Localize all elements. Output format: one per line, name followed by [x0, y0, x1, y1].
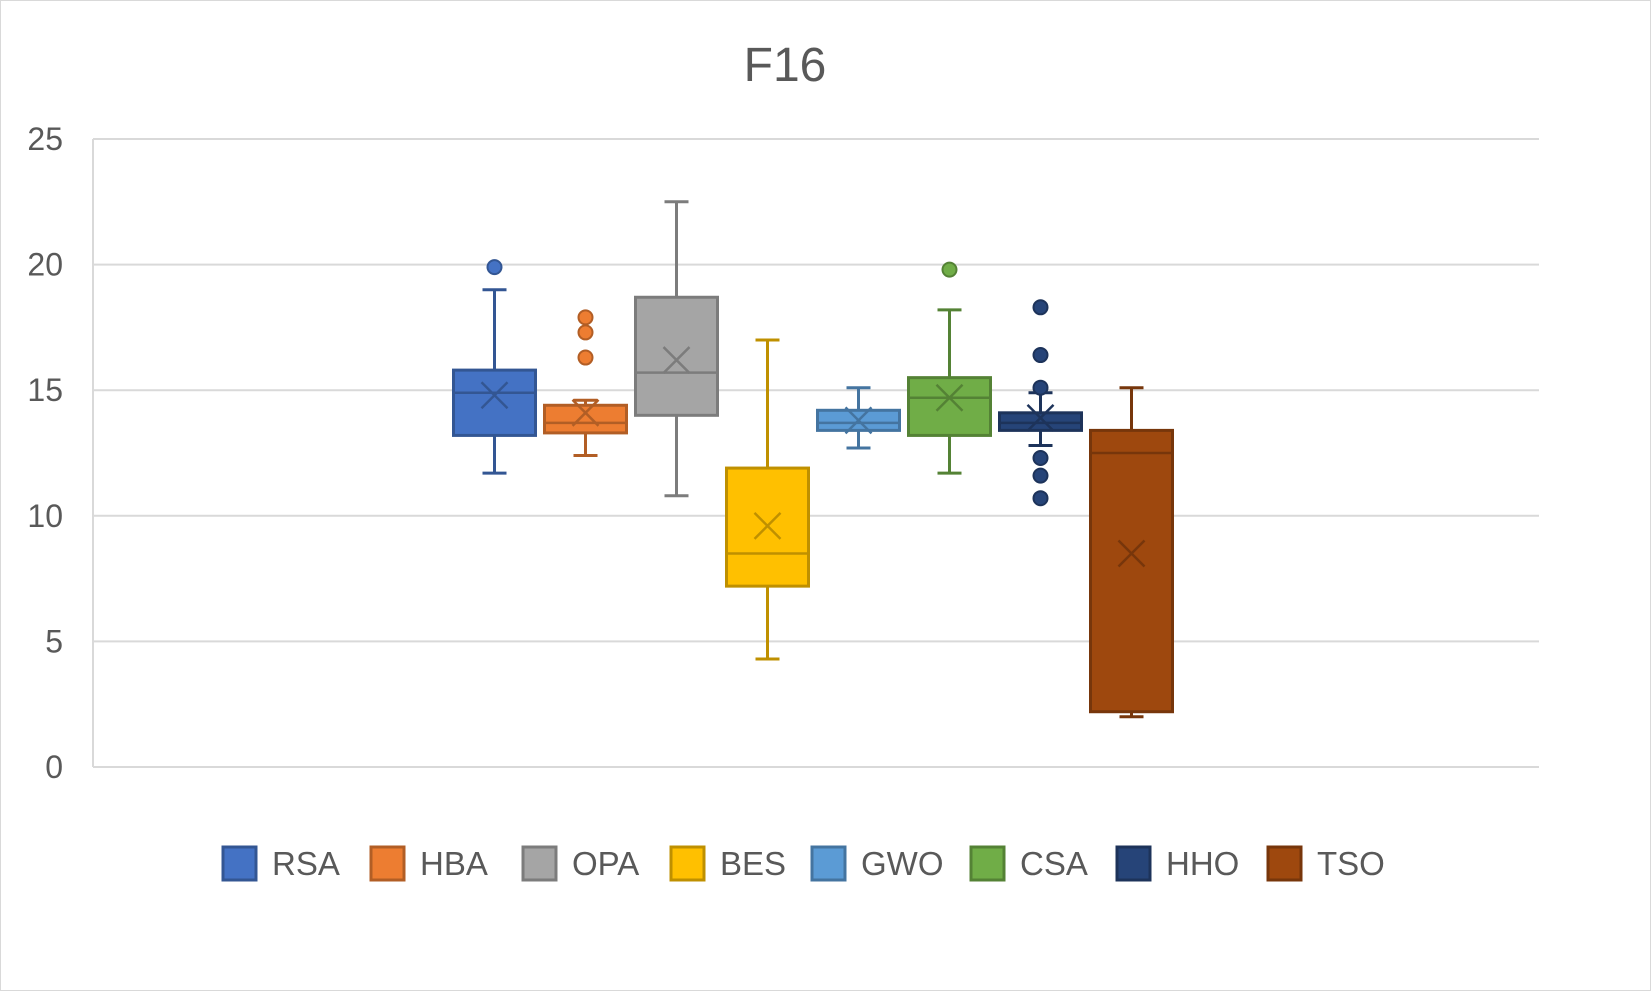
outlier-point [1032, 450, 1049, 467]
outlier-point [577, 324, 594, 341]
box-iqr [998, 411, 1083, 432]
outlier-point [1032, 379, 1049, 396]
y-tick-label: 25 [27, 121, 63, 157]
outlier-point [486, 259, 503, 276]
legend-swatch [221, 845, 258, 882]
legend-label: OPA [572, 845, 639, 882]
legend-item-hba: HBA [369, 845, 488, 882]
legend-label: CSA [1020, 845, 1088, 882]
legend-label: TSO [1317, 845, 1385, 882]
legend-item-opa: OPA [521, 845, 639, 882]
legend-label: HBA [420, 845, 488, 882]
legend-item-hho: HHO [1115, 845, 1239, 882]
box-opa [634, 200, 719, 498]
legend-swatch [1266, 845, 1303, 882]
legend-item-rsa: RSA [221, 845, 340, 882]
box-iqr [452, 368, 537, 437]
legend-label: RSA [272, 845, 340, 882]
mean-marker [753, 511, 782, 540]
box-tso [1089, 386, 1174, 719]
gridlines [92, 138, 1539, 768]
mean-marker [844, 406, 873, 435]
box-gwo [816, 386, 901, 450]
y-tick-label: 10 [27, 498, 63, 534]
box-iqr [1089, 428, 1174, 714]
mean-marker [571, 398, 600, 427]
box-hho [998, 299, 1083, 507]
mean-marker [1117, 539, 1146, 568]
box-rsa [452, 259, 537, 475]
outlier-point [1032, 299, 1049, 316]
y-tick-label: 0 [45, 749, 63, 785]
legend-label: BES [720, 845, 786, 882]
box-iqr [907, 376, 992, 437]
outlier-point [1032, 467, 1049, 484]
box-hba [543, 309, 628, 458]
y-axis-ticks: 0 5 10 15 20 25 [27, 121, 63, 785]
legend-item-csa: CSA [969, 845, 1088, 882]
legend-label: HHO [1166, 845, 1239, 882]
box-bes [725, 338, 810, 661]
box-series [452, 200, 1174, 719]
mean-marker [935, 383, 964, 412]
box-csa [907, 261, 992, 475]
outlier-point [1032, 347, 1049, 364]
legend-swatch [1115, 845, 1152, 882]
y-tick-label: 15 [27, 372, 63, 408]
y-tick-label: 20 [27, 247, 63, 283]
legend-label: GWO [861, 845, 943, 882]
legend-swatch [969, 845, 1006, 882]
box-iqr [634, 295, 719, 417]
legend-swatch [521, 845, 558, 882]
legend-swatch [669, 845, 706, 882]
y-tick-label: 5 [45, 623, 63, 659]
outlier-point [577, 309, 594, 326]
outlier-point [941, 261, 958, 278]
outlier-point [577, 349, 594, 366]
legend-swatch [369, 845, 406, 882]
legend-item-tso: TSO [1266, 845, 1385, 882]
box-iqr [543, 403, 628, 435]
outlier-point [1032, 490, 1049, 507]
legend-swatch [810, 845, 847, 882]
legend: RSA HBA OPA BES GWO CSA HHO TSO [221, 845, 1385, 882]
legend-item-bes: BES [669, 845, 786, 882]
chart-title: F16 [744, 39, 827, 92]
legend-item-gwo: GWO [810, 845, 943, 882]
mean-marker [662, 346, 691, 374]
mean-marker [1026, 403, 1055, 432]
mean-marker [480, 381, 509, 410]
